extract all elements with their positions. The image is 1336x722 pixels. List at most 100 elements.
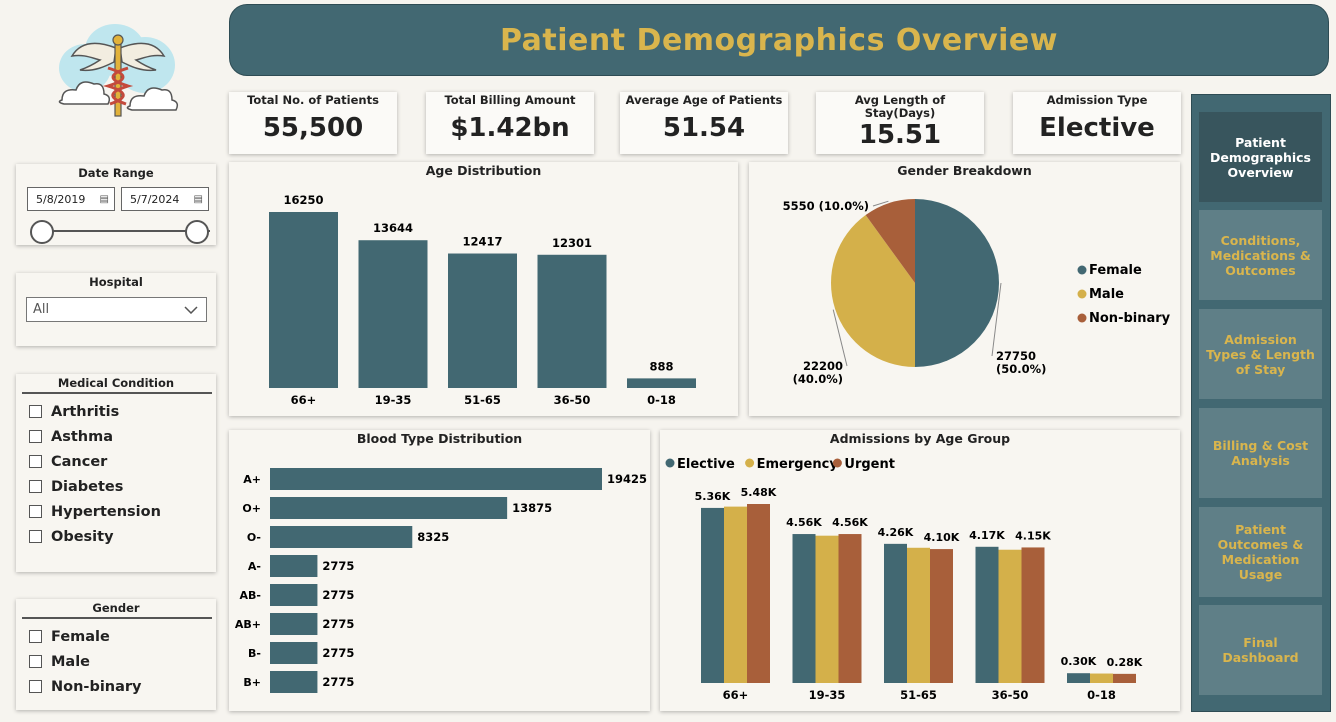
pie-slice	[915, 199, 999, 367]
bar	[792, 534, 816, 683]
y-tick-label: O+	[242, 502, 261, 515]
nav-patient-demographics[interactable]: Patient Demographics Overview	[1199, 112, 1322, 202]
calendar-icon: ▤	[193, 193, 203, 205]
pie-slice	[831, 215, 915, 367]
bar	[269, 212, 338, 388]
bar	[930, 549, 953, 683]
data-label: 4.26K	[878, 526, 914, 539]
data-label: 13875	[512, 501, 552, 515]
condition-label: Diabetes	[51, 478, 124, 495]
gender-chart-svg: 27750(50.0%) 22200(40.0%) 5550 (10.0%) Fema…	[783, 199, 1171, 386]
data-label: 2775	[322, 675, 354, 689]
slice-label: (40.0%)	[793, 372, 843, 386]
checkbox[interactable]	[29, 680, 42, 693]
gender-label: Male	[51, 653, 91, 670]
slicer-divider	[22, 617, 212, 619]
gender-breakdown-chart: Gender Breakdown 27750 (50.0%) 22200 (40.0%…	[749, 162, 1180, 416]
bar	[270, 497, 508, 519]
y-tick-label: AB+	[235, 618, 261, 631]
slice-label: 5550 (10.0%)	[783, 199, 869, 213]
condition-label: Cancer	[51, 453, 108, 470]
range-start-handle[interactable]	[30, 220, 54, 244]
range-end-handle[interactable]	[185, 220, 209, 244]
nav-patient-outcomes[interactable]: Patient Outcomes & Medication Usage	[1199, 507, 1322, 597]
data-label: 2775	[322, 646, 354, 660]
bar	[884, 543, 907, 683]
bar	[270, 555, 318, 577]
x-tick-label: 36-50	[554, 393, 591, 407]
date-range-slicer: Date Range 5/8/2019 ▤ 5/7/2024 ▤	[16, 164, 216, 245]
checkbox[interactable]	[29, 530, 42, 543]
kpi-label: Average Age of Patients	[625, 93, 783, 107]
bar	[270, 671, 318, 693]
data-label: 8325	[417, 530, 449, 544]
bar	[537, 254, 607, 388]
caduceus-logo	[50, 20, 185, 130]
condition-label: Asthma	[51, 428, 114, 445]
start-date-input[interactable]: 5/8/2019 ▤	[27, 187, 115, 211]
gender-label: Female	[51, 628, 110, 645]
checkbox[interactable]	[29, 405, 42, 418]
bar	[907, 547, 930, 683]
bar	[448, 253, 517, 388]
condition-option[interactable]: Asthma	[29, 424, 161, 449]
age-distribution-chart: Age Distribution 16250 66+ 13644 19-35 12417…	[229, 162, 738, 416]
checkbox[interactable]	[29, 430, 42, 443]
gender-option[interactable]: Male	[29, 649, 142, 674]
leader-line	[872, 200, 889, 207]
condition-option[interactable]: Arthritis	[29, 399, 161, 424]
condition-option[interactable]: Obesity	[29, 524, 161, 549]
gender-option[interactable]: Female	[29, 624, 142, 649]
x-tick-label: 51-65	[900, 688, 937, 702]
legend-label: Emergency	[757, 457, 839, 472]
nav-admission-types[interactable]: Admission Types & Length of Stay	[1199, 309, 1322, 399]
end-date-input[interactable]: 5/7/2024 ▤	[121, 187, 209, 211]
gender-option[interactable]: Non-binary	[29, 674, 142, 699]
x-tick-label: 51-65	[464, 393, 501, 407]
slicer-divider	[22, 392, 212, 394]
kpi-value: Elective	[1039, 113, 1155, 143]
kpi-average-age: Average Age of Patients 51.54	[620, 92, 788, 154]
blood-chart-svg: A+ 19425 O+ 13875 O- 8325 A- 2775 AB- 2775 AB+ 2775…	[235, 468, 647, 693]
admissions-by-age-chart: Admissions by Age Group Elective Emergenc…	[660, 430, 1180, 711]
slicer-title: Date Range	[78, 166, 154, 180]
bar	[724, 506, 747, 683]
bar	[270, 642, 318, 664]
checkbox[interactable]	[29, 480, 42, 493]
data-label: 4.10K	[924, 531, 960, 544]
y-tick-label: B+	[243, 676, 261, 689]
kpi-admission-type: Admission Type Elective	[1013, 92, 1181, 154]
legend-marker	[1077, 313, 1087, 323]
nav-billing-cost[interactable]: Billing & Cost Analysis	[1199, 408, 1322, 498]
kpi-value: 15.51	[858, 120, 942, 150]
x-tick-label: 66+	[291, 393, 317, 407]
condition-option[interactable]: Diabetes	[29, 474, 161, 499]
checkbox[interactable]	[29, 630, 42, 643]
bar	[998, 549, 1022, 683]
kpi-value: $1.42bn	[450, 113, 570, 143]
condition-option[interactable]: Cancer	[29, 449, 161, 474]
kpi-label: Total Billing Amount	[444, 93, 576, 107]
nav-final-dashboard[interactable]: Final Dashboard	[1199, 605, 1322, 695]
chart-title: Blood Type Distribution	[356, 431, 523, 446]
checkbox[interactable]	[29, 455, 42, 468]
bar	[627, 378, 696, 388]
condition-option[interactable]: Hypertension	[29, 499, 161, 524]
legend-marker	[745, 458, 755, 468]
hospital-dropdown[interactable]: All	[26, 297, 207, 322]
gender-slicer: Gender Female Male Non-binary	[16, 599, 216, 710]
nav-conditions-medications[interactable]: Conditions, Medications & Outcomes	[1199, 210, 1322, 300]
kpi-total-patients: Total No. of Patients 55,500	[229, 92, 397, 154]
x-tick-label: 36-50	[992, 688, 1029, 702]
data-label: 0.30K	[1061, 655, 1097, 668]
bar	[975, 546, 999, 683]
checkbox[interactable]	[29, 505, 42, 518]
blood-type-chart: Blood Type Distribution A+ 19425 O+ 13875 O-…	[229, 430, 650, 711]
legend-label: Urgent	[844, 457, 895, 472]
kpi-value: 51.54	[662, 113, 746, 143]
checkbox[interactable]	[29, 655, 42, 668]
kpi-value: 55,500	[262, 113, 364, 143]
data-label: 2775	[322, 559, 354, 573]
bar	[1021, 547, 1045, 683]
page-navigation: Patient Demographics Overview Conditions…	[1191, 94, 1331, 712]
